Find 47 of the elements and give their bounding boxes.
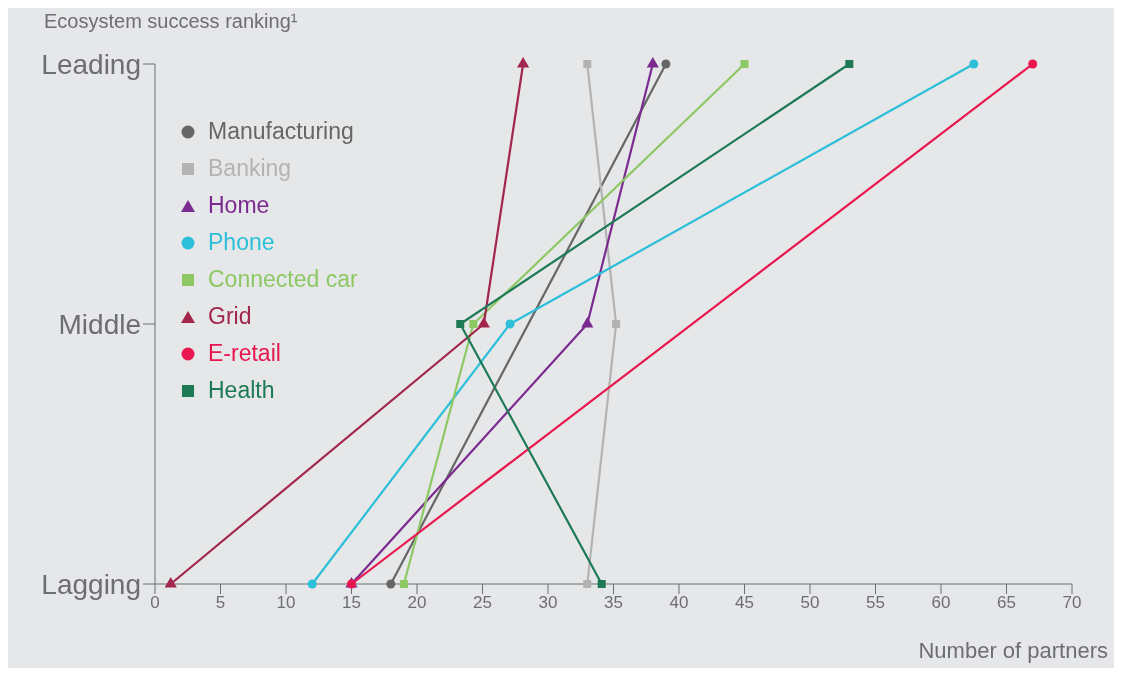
x-tick-label: 10 bbox=[276, 593, 296, 613]
y-tick-label: Lagging bbox=[41, 568, 141, 600]
legend-label: Health bbox=[208, 377, 275, 404]
x-tick-label: 20 bbox=[407, 593, 427, 613]
point bbox=[164, 576, 177, 588]
x-tick-label: 55 bbox=[866, 593, 885, 613]
point bbox=[505, 319, 515, 329]
point bbox=[469, 320, 478, 328]
x-tick-label: 0 bbox=[150, 593, 160, 613]
x-tick-label: 15 bbox=[342, 593, 361, 613]
point bbox=[661, 59, 671, 69]
legend-label: Connected car bbox=[208, 266, 358, 293]
x-tick-label: 50 bbox=[800, 593, 820, 613]
y-axis-title: Ecosystem success ranking¹ bbox=[44, 10, 298, 33]
point bbox=[517, 56, 530, 68]
point bbox=[456, 320, 465, 328]
x-tick-label: 45 bbox=[735, 593, 754, 613]
point bbox=[969, 59, 979, 69]
legend-label: Grid bbox=[208, 303, 252, 330]
y-tick-label: Leading bbox=[41, 48, 141, 80]
legend-label: E-retail bbox=[208, 340, 281, 367]
point bbox=[581, 316, 594, 328]
x-axis-title: Number of partners bbox=[918, 638, 1108, 664]
point bbox=[845, 60, 854, 68]
x-tick-label: 70 bbox=[1062, 593, 1082, 613]
point bbox=[597, 580, 606, 588]
x-tick-label: 5 bbox=[215, 593, 226, 613]
x-tick-label: 35 bbox=[604, 593, 623, 613]
point bbox=[583, 60, 592, 68]
legend-label: Manufacturing bbox=[208, 118, 354, 145]
y-tick-label: Middle bbox=[58, 308, 141, 340]
point bbox=[612, 320, 621, 328]
point bbox=[740, 60, 749, 68]
x-tick-label: 65 bbox=[997, 593, 1016, 613]
point bbox=[386, 579, 396, 589]
point bbox=[399, 580, 408, 588]
legend-label: Phone bbox=[208, 229, 275, 256]
x-tick-label: 40 bbox=[669, 593, 689, 613]
point bbox=[583, 580, 592, 588]
point bbox=[477, 316, 490, 328]
point bbox=[1028, 59, 1038, 69]
x-tick-label: 25 bbox=[473, 593, 492, 613]
point bbox=[307, 579, 317, 589]
legend-label: Home bbox=[208, 192, 270, 219]
x-tick-label: 60 bbox=[931, 593, 951, 613]
point bbox=[646, 56, 659, 68]
x-tick-label: 30 bbox=[538, 593, 558, 613]
